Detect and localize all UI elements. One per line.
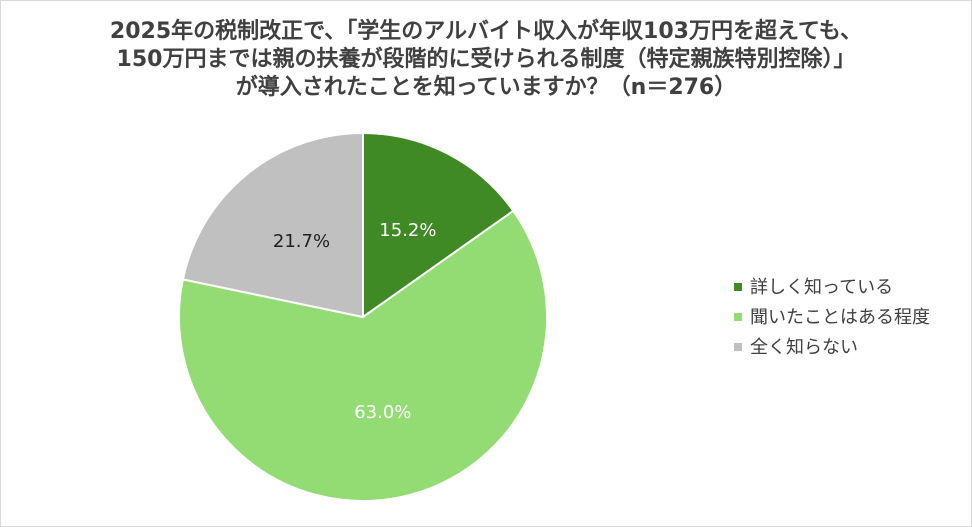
legend: 詳しく知っている 聞いたことはある程度 全く知らない <box>734 272 930 362</box>
data-label-detailed: 15.2% <box>379 220 436 241</box>
chart-title-line-2: 150万円までは親の扶養が段階的に受けられる制度（特定親族特別控除）」 <box>116 47 856 72</box>
legend-item-unknown: 全く知らない <box>734 332 930 362</box>
pie-slice-detailed <box>362 132 515 318</box>
legend-label-detailed: 詳しく知っている <box>750 276 894 298</box>
data-label-unknown: 21.7% <box>273 231 330 252</box>
chart-title-line-3: が導入されたことを知っていますか？（n＝276） <box>235 75 737 100</box>
data-label-heard: 63.0% <box>354 402 411 423</box>
legend-swatch-detailed <box>734 283 742 291</box>
legend-item-detailed: 詳しく知っている <box>734 272 930 302</box>
legend-swatch-heard <box>734 313 742 321</box>
pie-slice-heard <box>178 209 548 502</box>
chart-title-line-1: 2025年の税制改正で、「学生のアルバイト収入が年収103万円を超えても、 <box>109 19 863 44</box>
chart-title: 2025年の税制改正で、「学生のアルバイト収入が年収103万円を超えても、 15… <box>20 18 952 102</box>
legend-label-unknown: 全く知らない <box>750 336 858 358</box>
legend-swatch-unknown <box>734 343 742 351</box>
pie-slice-unknown <box>181 132 364 318</box>
legend-label-heard: 聞いたことはある程度 <box>750 306 930 328</box>
legend-item-heard: 聞いたことはある程度 <box>734 302 930 332</box>
